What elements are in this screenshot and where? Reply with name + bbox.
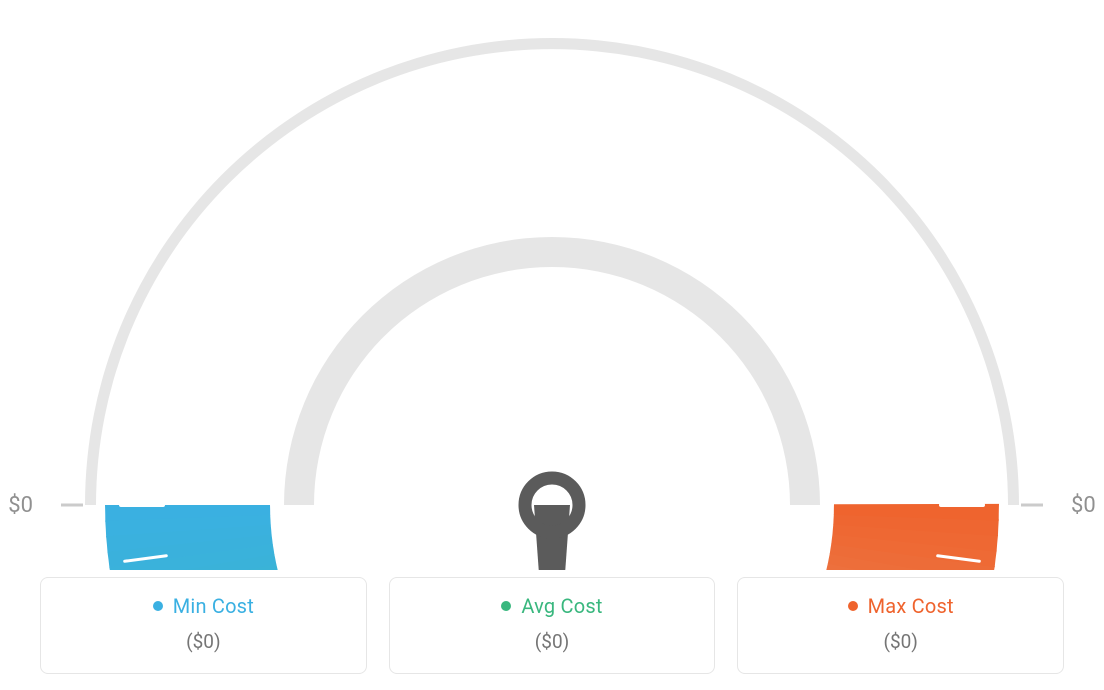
legend-dot-min	[153, 601, 163, 611]
legend-title-avg: Avg Cost	[400, 594, 705, 618]
legend-value-min: ($0)	[51, 630, 356, 653]
legend-title-max: Max Cost	[748, 594, 1053, 618]
svg-text:$0: $0	[1071, 493, 1096, 518]
svg-text:$0: $0	[8, 493, 33, 518]
gauge-svg: $0$0$0$0$0$0$0	[0, 0, 1104, 570]
legend-title-min: Min Cost	[51, 594, 356, 618]
legend-row: Min Cost ($0) Avg Cost ($0) Max Cost ($0…	[40, 577, 1064, 674]
legend-label-min: Min Cost	[173, 594, 254, 618]
legend-value-max: ($0)	[748, 630, 1053, 653]
legend-card-avg: Avg Cost ($0)	[389, 577, 716, 674]
cost-gauge-chart: $0$0$0$0$0$0$0 Min Cost ($0) Avg Cost ($…	[0, 0, 1104, 690]
legend-dot-avg	[501, 601, 511, 611]
legend-value-avg: ($0)	[400, 630, 705, 653]
legend-card-min: Min Cost ($0)	[40, 577, 367, 674]
legend-label-avg: Avg Cost	[521, 594, 602, 618]
legend-card-max: Max Cost ($0)	[737, 577, 1064, 674]
legend-dot-max	[848, 601, 858, 611]
legend-label-max: Max Cost	[868, 594, 954, 618]
